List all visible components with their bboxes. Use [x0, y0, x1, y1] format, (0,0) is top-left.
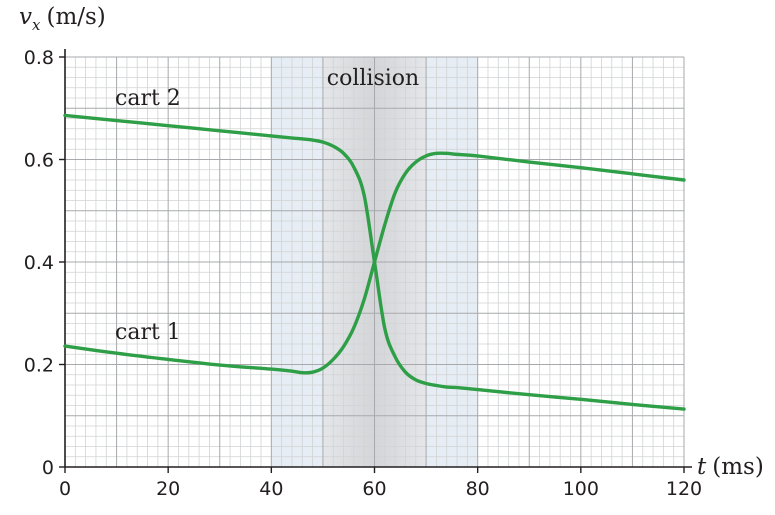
x-tick-label: 0 — [59, 478, 71, 500]
x-tick-label: 100 — [563, 478, 599, 500]
x-axis-unit: (ms) — [712, 454, 764, 480]
y-tick-label: 0.2 — [24, 355, 54, 377]
x-axis-variable: t — [697, 454, 707, 480]
series-label-cart-1: cart 1 — [115, 320, 181, 345]
series-line-cart-2 — [63, 113, 686, 411]
series-line-cart-1 — [63, 151, 686, 375]
y-tick-label: 0.4 — [24, 252, 54, 274]
y-axis-label: vx (m/s) — [19, 4, 106, 34]
y-axis-subscript: x — [32, 16, 41, 34]
x-tick-label: 40 — [259, 478, 283, 500]
y-tick-label: 0 — [42, 457, 54, 479]
x-tick-label: 120 — [666, 478, 702, 500]
y-axis-variable: v — [19, 4, 32, 30]
x-tick-label: 60 — [362, 478, 386, 500]
y-axis-unit: (m/s) — [46, 4, 105, 30]
x-tick-label: 20 — [156, 478, 180, 500]
series-label-cart-2: cart 2 — [115, 86, 181, 111]
major-grid — [64, 56, 685, 468]
collision-label: collision — [327, 66, 419, 91]
axes — [59, 49, 692, 473]
x-axis-label: t (ms) — [697, 454, 764, 480]
x-tick-label: 80 — [466, 478, 490, 500]
y-tick-label: 0.6 — [24, 150, 54, 172]
series-lines — [63, 113, 686, 411]
y-tick-label: 0.8 — [24, 47, 54, 69]
tick-labels: 0 20 40 60 80 100 120 0 0.2 0.4 0.6 0.8 — [24, 47, 702, 500]
